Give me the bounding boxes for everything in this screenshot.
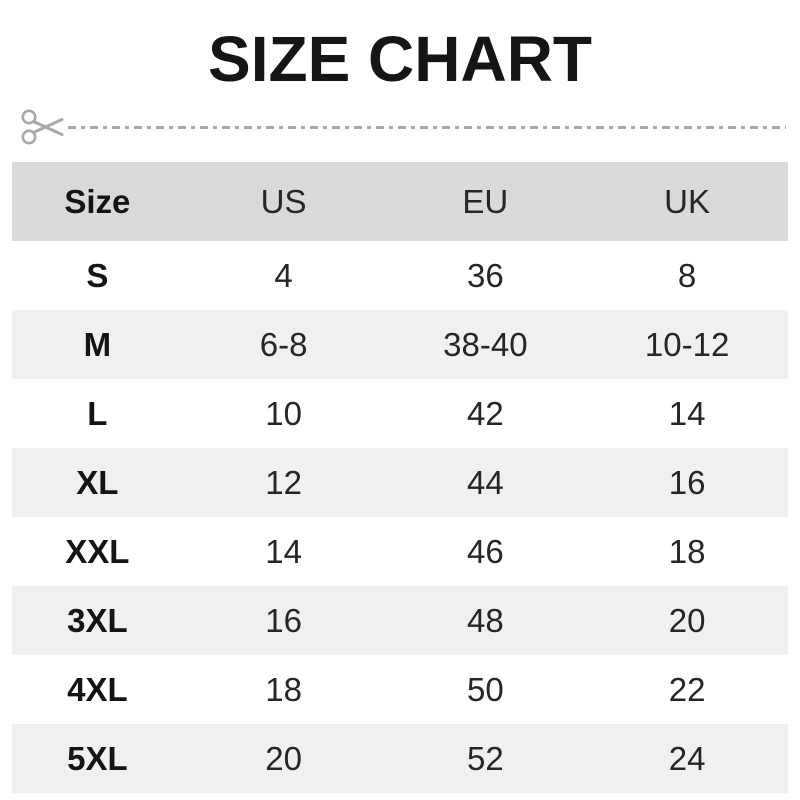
us-cell: 4	[274, 256, 293, 294]
size-cell: 3XL	[67, 601, 128, 639]
header-cell-us: US	[260, 182, 307, 220]
header-cell-eu: EU	[462, 182, 509, 220]
us-cell: 16	[265, 601, 302, 639]
table-row: XL 12 44 16	[12, 448, 788, 517]
eu-cell: 46	[466, 532, 504, 570]
eu-cell: 44	[466, 463, 504, 501]
uk-cell: 22	[668, 670, 706, 708]
uk-cell: 20	[668, 601, 706, 639]
uk-cell: 16	[668, 463, 706, 501]
table-row: S 4 36 8	[12, 241, 788, 310]
dashed-cut-line	[68, 125, 786, 129]
us-cell: 10	[265, 394, 302, 432]
uk-cell: 14	[668, 394, 706, 432]
us-cell: 20	[265, 739, 302, 777]
size-cell: 5XL	[67, 739, 128, 777]
eu-cell: 48	[466, 601, 504, 639]
table-row: 5XL 20 52 24	[12, 724, 788, 793]
table-header-row: Size US EU UK	[12, 162, 788, 241]
page-title: SIZE CHART	[208, 23, 592, 95]
uk-cell: 8	[677, 256, 697, 294]
eu-cell: 50	[466, 670, 504, 708]
header-cell-size: Size	[64, 182, 131, 220]
table-row: L 10 42 14	[12, 379, 788, 448]
eu-cell: 36	[466, 256, 504, 294]
table-row: 3XL 16 48 20	[12, 586, 788, 655]
size-cell: M	[83, 325, 112, 363]
header-cell-uk: UK	[664, 182, 711, 220]
eu-cell: 42	[466, 394, 504, 432]
size-cell: 4XL	[67, 670, 128, 708]
table-row: M 6-8 38-40 10-12	[12, 310, 788, 379]
us-cell: 14	[265, 532, 302, 570]
cut-line	[20, 102, 786, 152]
size-cell: XXL	[65, 532, 130, 570]
us-cell: 18	[265, 670, 302, 708]
us-cell: 6-8	[259, 325, 308, 363]
size-cell: L	[87, 394, 108, 432]
table-row: XXL 14 46 18	[12, 517, 788, 586]
uk-cell: 10-12	[644, 325, 730, 363]
table-row: 4XL 18 50 22	[12, 655, 788, 724]
size-cell: S	[86, 256, 109, 294]
uk-cell: 18	[668, 532, 706, 570]
size-cell: XL	[76, 463, 119, 501]
us-cell: 12	[265, 463, 302, 501]
uk-cell: 24	[668, 739, 706, 777]
eu-cell: 52	[466, 739, 504, 777]
size-table: Size US EU UK S 4 36 8 M 6-8 38-40 10-12…	[12, 162, 788, 793]
eu-cell: 38-40	[443, 325, 528, 363]
scissors-icon	[21, 109, 64, 145]
